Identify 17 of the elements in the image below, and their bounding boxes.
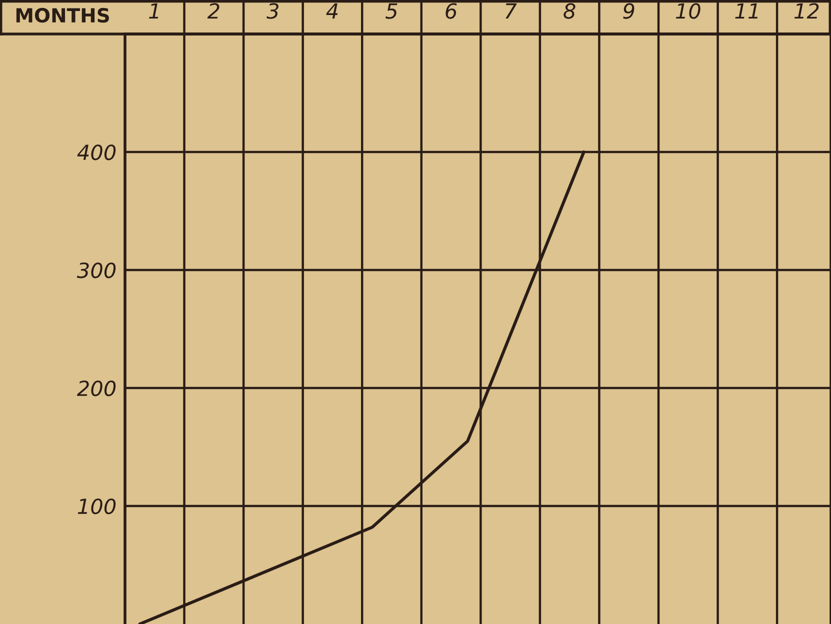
x-tick-label: 1 xyxy=(149,3,158,19)
x-axis-title: MONTHS xyxy=(16,8,109,23)
x-tick-label: 2 xyxy=(207,3,220,19)
x-tick-label: 5 xyxy=(386,3,398,19)
x-tick-label: 4 xyxy=(326,3,338,19)
x-tick-label: 7 xyxy=(506,3,517,19)
x-tick-label: 8 xyxy=(564,3,576,19)
x-tick-label: 9 xyxy=(623,3,634,19)
x-tick-label: 10 xyxy=(676,3,700,19)
x-tick-label: 12 xyxy=(794,3,819,19)
y-tick-label: 300 xyxy=(76,262,116,278)
x-tick-label: 6 xyxy=(446,3,457,19)
y-tick-label: 200 xyxy=(76,380,116,396)
y-tick-label: 400 xyxy=(77,144,116,160)
x-tick-label: 11 xyxy=(735,3,758,19)
x-tick-label: 3 xyxy=(266,3,278,19)
y-tick-label: 100 xyxy=(78,498,116,514)
